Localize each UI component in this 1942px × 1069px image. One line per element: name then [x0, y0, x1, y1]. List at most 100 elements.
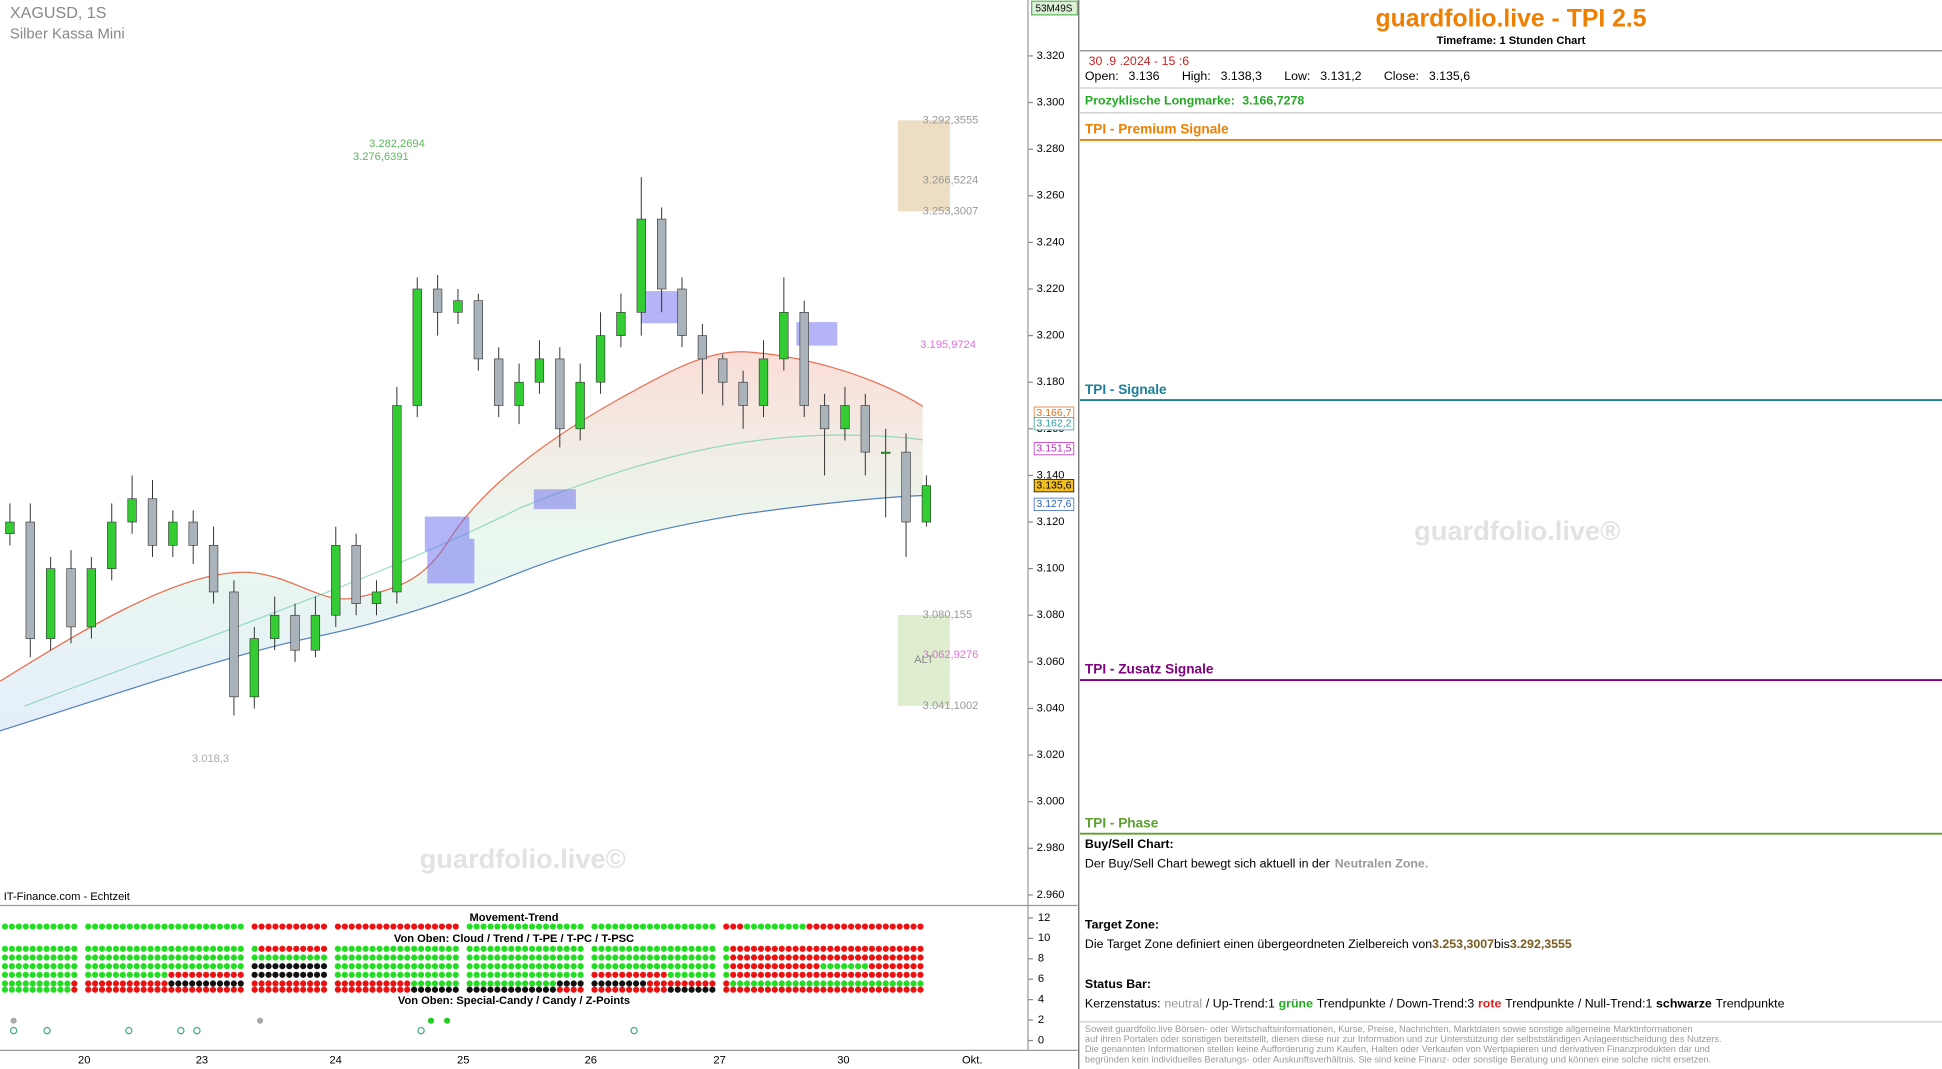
status-dot: [508, 945, 515, 952]
status-dot: [216, 945, 224, 952]
status-dot: [119, 945, 126, 952]
status-dot: [549, 980, 556, 987]
ohlc-label: Open:: [1085, 69, 1119, 83]
status-dot: [487, 954, 494, 961]
longmarke: Prozyklische Longmarke: 3.166,7278: [1085, 94, 1304, 108]
candle-body: [534, 358, 545, 383]
status-dot: [834, 971, 841, 978]
status-dot: [286, 963, 293, 970]
ohlc: Open: 3.136 High: 3.138,3 Low: 3.131,2 Close: 3…: [1085, 69, 1470, 83]
status-dot: [376, 971, 383, 978]
status-dot: [202, 986, 210, 993]
status-dot: [293, 980, 300, 987]
candle-body: [616, 311, 626, 336]
status-dot: [438, 980, 446, 987]
status-dot: [598, 923, 605, 930]
status-dot: [424, 923, 432, 930]
z-point: [177, 1026, 185, 1035]
status-dot: [175, 945, 182, 952]
status-dot: [445, 923, 452, 930]
status-dot: [743, 954, 751, 961]
status-dot: [362, 954, 369, 961]
status-dot: [598, 986, 605, 993]
status-dot: [237, 954, 244, 961]
status-dot: [43, 963, 50, 970]
status-dot: [764, 945, 771, 952]
status-dot: [910, 963, 917, 970]
y-tick-label: 3.300: [1037, 96, 1065, 108]
signal-box: [427, 538, 475, 584]
status-dot: [633, 963, 640, 970]
status-part: rote: [1478, 997, 1501, 1011]
z-point: [427, 1017, 435, 1024]
status-dot: [438, 923, 446, 930]
status-dot: [362, 980, 369, 987]
status-dot: [730, 980, 737, 987]
status-dot: [757, 963, 765, 970]
status-dot: [896, 963, 903, 970]
status-dot: [522, 963, 529, 970]
status-dot: [29, 954, 36, 961]
status-dot: [154, 963, 161, 970]
status-dot: [903, 986, 910, 993]
status-dot: [473, 923, 480, 930]
status-dot: [542, 923, 550, 930]
status-dot: [875, 945, 882, 952]
status-dot: [785, 923, 792, 930]
status-dot: [348, 923, 355, 930]
status-dot: [445, 986, 452, 993]
status-dot: [43, 986, 50, 993]
status-dot: [619, 945, 626, 952]
status-dot: [882, 971, 889, 978]
status-dot: [313, 945, 321, 952]
status-dot: [570, 954, 577, 961]
status-dot: [161, 971, 168, 978]
status-dot: [258, 923, 265, 930]
z-point: [630, 1026, 638, 1035]
status-dot: [570, 963, 577, 970]
section-title: TPI - Phase: [1085, 815, 1159, 830]
status-dot: [196, 986, 203, 993]
status-dot: [639, 986, 647, 993]
status-dot: [688, 971, 695, 978]
status-dot: [820, 986, 827, 993]
status-dot: [376, 945, 383, 952]
target-zone-label: 3.041,1002: [923, 700, 979, 712]
status-dot: [487, 923, 494, 930]
status-dot: [348, 963, 355, 970]
status-dot: [265, 923, 272, 930]
status-dot: [133, 980, 140, 987]
status-dot: [105, 945, 113, 952]
status-dot: [861, 963, 869, 970]
status-dot: [889, 923, 896, 930]
status-dot: [910, 945, 917, 952]
status-dot: [515, 980, 522, 987]
status-dot: [778, 971, 785, 978]
z-point: [10, 1017, 17, 1024]
candle-body: [270, 614, 280, 639]
status-dot: [667, 963, 674, 970]
status-dot: [223, 963, 230, 970]
status-dot: [896, 980, 903, 987]
annotation: 3.195,9724: [920, 339, 976, 351]
status-dot: [133, 923, 140, 930]
status-dot: [182, 963, 189, 970]
status-dot: [15, 986, 22, 993]
status-dot: [598, 963, 605, 970]
status-dot: [230, 945, 237, 952]
indicator-tick-label: 0: [1038, 1034, 1044, 1046]
status-dot: [57, 954, 64, 961]
status-dot: [36, 986, 43, 993]
status-dot: [189, 980, 196, 987]
price-tag-label: 3.151,5: [1036, 442, 1071, 454]
status-dot: [813, 986, 820, 993]
status-dot: [542, 963, 550, 970]
status-dot: [626, 986, 633, 993]
status-dot: [22, 971, 29, 978]
status-dot: [848, 971, 855, 978]
status-dot: [105, 980, 113, 987]
status-dot: [639, 971, 647, 978]
status-dot: [570, 945, 577, 952]
status-dot: [431, 963, 439, 970]
status-dot: [85, 980, 92, 987]
